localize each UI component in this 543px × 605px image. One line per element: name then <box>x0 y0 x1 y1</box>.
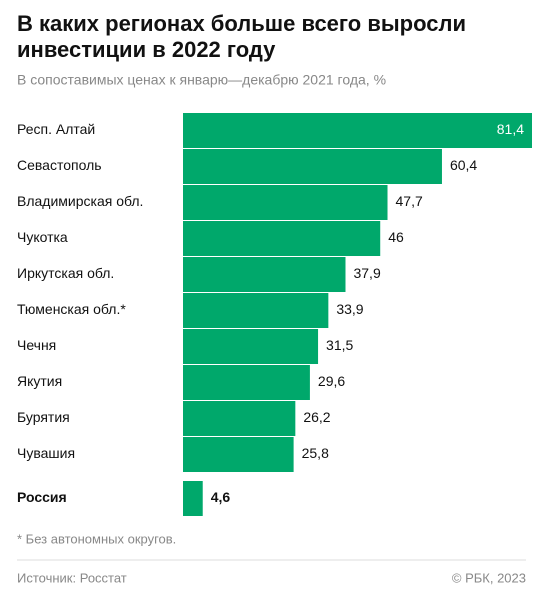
value-label: 29,6 <box>318 373 345 389</box>
y-tick-label: Респ. Алтай <box>17 121 95 137</box>
y-tick-label: Якутия <box>17 373 62 389</box>
value-label: 26,2 <box>303 409 330 425</box>
y-tick-label: Севастополь <box>17 157 102 173</box>
value-label: 46 <box>388 229 404 245</box>
chart-title: инвестиции в 2022 году <box>17 37 276 62</box>
bar <box>183 221 381 256</box>
footnote: * Без автономных округов. <box>17 531 176 546</box>
y-tick-label: Бурятия <box>17 409 70 425</box>
chart-title: В каких регионах больше всего выросли <box>17 11 466 36</box>
bar <box>183 113 532 148</box>
y-tick-label: Россия <box>17 489 67 505</box>
bar <box>183 149 442 184</box>
value-label: 25,8 <box>302 445 329 461</box>
value-label: 47,7 <box>396 193 423 209</box>
value-label: 4,6 <box>211 489 231 505</box>
credit: © РБК, 2023 <box>452 570 526 585</box>
bar <box>183 437 294 472</box>
bar <box>183 293 329 328</box>
source: Источник: Росстат <box>17 570 127 585</box>
y-tick-label: Тюменская обл.* <box>17 301 126 317</box>
y-tick-label: Чувашия <box>17 445 75 461</box>
value-label: 37,9 <box>353 265 380 281</box>
value-label: 33,9 <box>336 301 363 317</box>
y-tick-label: Чукотка <box>17 229 68 245</box>
y-tick-label: Иркутская обл. <box>17 265 114 281</box>
value-label: 60,4 <box>450 157 477 173</box>
y-tick-label: Владимирская обл. <box>17 193 143 209</box>
y-tick-label: Чечня <box>17 337 56 353</box>
bar <box>183 481 203 516</box>
bar <box>183 365 310 400</box>
bar <box>183 329 319 364</box>
value-label: 31,5 <box>326 337 353 353</box>
bar <box>183 401 296 436</box>
value-label: 81,4 <box>497 121 524 137</box>
bar <box>183 185 388 220</box>
chart-subtitle: В сопоставимых ценах к январю—декабрю 20… <box>17 72 386 88</box>
bar <box>183 257 346 292</box>
